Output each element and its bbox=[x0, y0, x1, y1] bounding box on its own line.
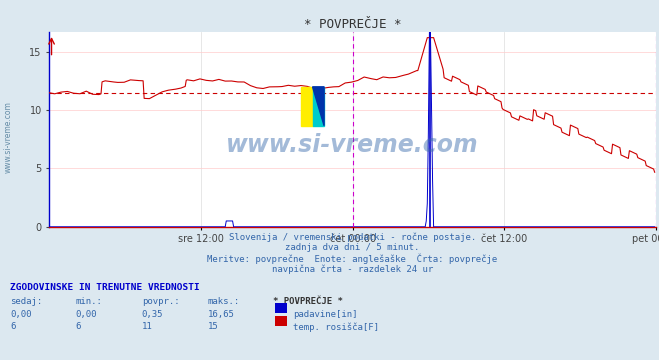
Text: sedaj:: sedaj: bbox=[10, 297, 42, 306]
Text: temp. rosišča[F]: temp. rosišča[F] bbox=[293, 322, 380, 332]
Bar bbox=[301, 87, 312, 126]
Text: 0,00: 0,00 bbox=[76, 310, 98, 319]
Text: Meritve: povprečne  Enote: anglešaške  Črta: povprečje: Meritve: povprečne Enote: anglešaške Črt… bbox=[208, 254, 498, 264]
Text: povpr.:: povpr.: bbox=[142, 297, 179, 306]
Text: www.si-vreme.com: www.si-vreme.com bbox=[3, 101, 13, 173]
Text: padavine[in]: padavine[in] bbox=[293, 310, 358, 319]
Bar bbox=[312, 87, 324, 126]
Text: 0,35: 0,35 bbox=[142, 310, 163, 319]
Text: 11: 11 bbox=[142, 322, 152, 331]
Text: ZGODOVINSKE IN TRENUTNE VREDNOSTI: ZGODOVINSKE IN TRENUTNE VREDNOSTI bbox=[10, 283, 200, 292]
Text: 6: 6 bbox=[10, 322, 15, 331]
Text: min.:: min.: bbox=[76, 297, 103, 306]
Text: www.si-vreme.com: www.si-vreme.com bbox=[226, 133, 479, 157]
Text: 6: 6 bbox=[76, 322, 81, 331]
Text: * POVPREČJE *: * POVPREČJE * bbox=[273, 297, 343, 306]
Polygon shape bbox=[312, 87, 324, 126]
Text: Slovenija / vremenski podatki - ročne postaje.: Slovenija / vremenski podatki - ročne po… bbox=[229, 232, 476, 242]
Title: * POVPREČJE *: * POVPREČJE * bbox=[304, 18, 401, 31]
Text: maks.:: maks.: bbox=[208, 297, 240, 306]
Text: zadnja dva dni / 5 minut.: zadnja dva dni / 5 minut. bbox=[285, 243, 420, 252]
Text: 15: 15 bbox=[208, 322, 218, 331]
Text: 16,65: 16,65 bbox=[208, 310, 235, 319]
Text: navpična črta - razdelek 24 ur: navpična črta - razdelek 24 ur bbox=[272, 265, 433, 274]
Text: 0,00: 0,00 bbox=[10, 310, 32, 319]
